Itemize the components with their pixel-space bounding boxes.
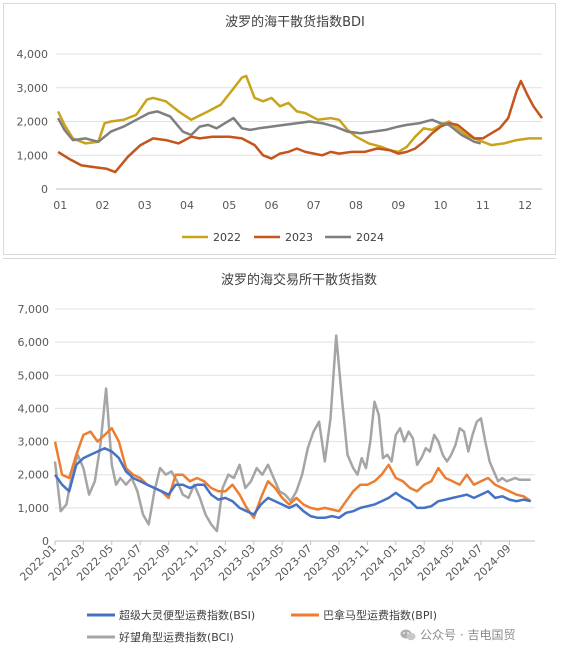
- bdi-chart: 波罗的海干散货指数BDI 0 1,000 2,000 3,000 4,000 01 02 03 0…: [17, 14, 544, 244]
- legend-label-2: 好望角型运费指数(BCI): [119, 630, 234, 644]
- line-series-2: [53, 334, 531, 533]
- bdei-chart-panel: 波罗的海交易所干散货指数 0 1,000 2,000 3,000 4,000 5,000 6,…: [3, 258, 556, 658]
- y-tick-label: 5,000: [18, 369, 50, 382]
- y-tick-label: 4,000: [17, 48, 49, 61]
- y-tick-label: 1,000: [17, 149, 49, 162]
- y-tick-label: 3,000: [18, 436, 50, 449]
- x-tick-label: 06: [265, 199, 279, 212]
- x-tick-label: 12: [518, 199, 532, 212]
- y-tick-label: 7,000: [18, 303, 50, 316]
- x-tick-label: 11: [476, 199, 490, 212]
- x-tick-label: 07: [307, 199, 321, 212]
- wechat-icon: [400, 629, 416, 640]
- y-tick-label: 6,000: [18, 336, 50, 349]
- legend-label-2022: 2022: [213, 231, 241, 244]
- legend-label-1: 巴拿马型运费指数(BPI): [323, 608, 437, 622]
- x-tick-label: 02: [95, 199, 109, 212]
- line-2023: [57, 79, 544, 174]
- y-tick-label: 3,000: [17, 82, 49, 95]
- y-tick-label: 0: [41, 183, 48, 196]
- bdi-chart-panel: 波罗的海干散货指数BDI 0 1,000 2,000 3,000 4,000 01 02 03 0…: [3, 3, 556, 255]
- y-tick-label: 2,000: [18, 469, 50, 482]
- x-tick-label: 01: [53, 199, 67, 212]
- y-tick-label: 0: [42, 535, 49, 548]
- line-2022: [56, 74, 542, 154]
- x-tick-label: 08: [349, 199, 363, 212]
- x-tick-label: 03: [138, 199, 152, 212]
- legend-label-0: 超级大灵便型运费指数(BSI): [119, 608, 255, 622]
- legend-label-2024: 2024: [356, 231, 384, 244]
- chart-title: 波罗的海交易所干散货指数: [221, 272, 377, 288]
- chart-title: 波罗的海干散货指数BDI: [225, 14, 365, 30]
- line-series-0: [53, 446, 531, 520]
- y-tick-label: 4,000: [18, 402, 50, 415]
- x-tick-label: 04: [180, 199, 194, 212]
- line-series-1: [53, 427, 532, 520]
- x-tick-label: 05: [222, 199, 236, 212]
- x-tick-label: 09: [391, 199, 405, 212]
- line-2024: [57, 110, 482, 145]
- y-tick-label: 1,000: [18, 502, 50, 515]
- bdei-chart: 波罗的海交易所干散货指数 0 1,000 2,000 3,000 4,000 5,000 6,…: [17, 272, 535, 644]
- y-tick-label: 2,000: [17, 116, 49, 129]
- watermark: 公众号 · 吉电国贸: [400, 626, 515, 643]
- x-tick-label: 10: [434, 199, 448, 212]
- legend-label-2023: 2023: [285, 231, 313, 244]
- watermark-text: 公众号 · 吉电国贸: [420, 628, 516, 642]
